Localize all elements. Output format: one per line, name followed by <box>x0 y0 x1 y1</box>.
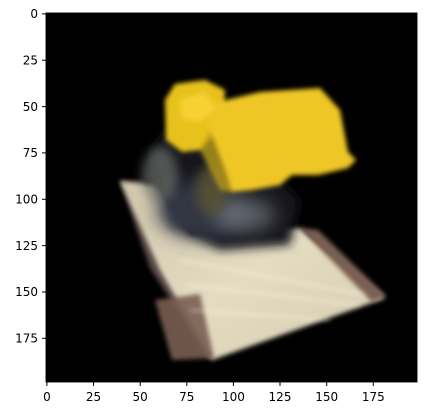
y-tick-label: 0 <box>30 7 38 21</box>
y-tick-label: 125 <box>15 239 38 253</box>
x-tick-label: 75 <box>179 390 194 404</box>
y-tick-label: 150 <box>15 285 38 299</box>
y-tick-label: 75 <box>23 146 38 160</box>
platform-right-edge <box>300 228 386 302</box>
y-tick-label: 100 <box>15 193 38 207</box>
x-tick-label: 100 <box>222 390 245 404</box>
y-tick-label: 175 <box>15 332 38 346</box>
x-tick-label: 50 <box>133 390 148 404</box>
x-tick-label: 25 <box>86 390 101 404</box>
x-tick-label: 0 <box>43 390 51 404</box>
y-axis: 0 25 50 75 100 125 150 175 <box>15 7 46 346</box>
x-tick-label: 175 <box>362 390 385 404</box>
x-tick-label: 150 <box>315 390 338 404</box>
x-tick-label: 125 <box>269 390 292 404</box>
roof-yellow <box>165 80 356 192</box>
rendered-scene-image <box>46 13 417 382</box>
axes-frame <box>45 12 418 383</box>
x-axis: 0 25 50 75 100 125 150 175 <box>43 382 385 404</box>
y-tick-label: 50 <box>23 100 38 114</box>
y-tick-label: 25 <box>23 54 38 68</box>
